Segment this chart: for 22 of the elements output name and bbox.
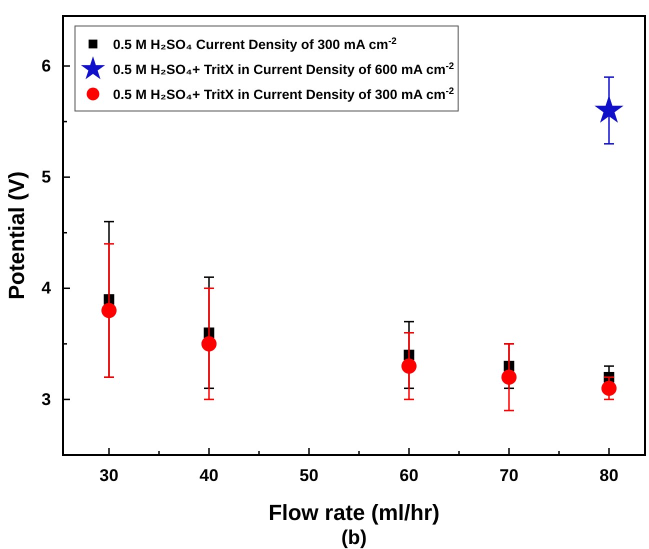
y-axis-title: Potential (V) <box>4 171 29 300</box>
y-tick-label: 6 <box>42 56 51 76</box>
x-tick-label: 40 <box>200 466 218 486</box>
legend-label: 0.5 M H₂SO₄ Current Density of 300 mA cm$^{-2}$ <box>113 36 397 52</box>
x-tick-label: 30 <box>100 466 118 486</box>
point <box>401 358 417 374</box>
x-tick-label: 80 <box>600 466 618 486</box>
x-axis-title: Flow rate (ml/hr) <box>268 500 440 525</box>
point <box>594 95 624 123</box>
y-tick-label: 5 <box>42 168 51 187</box>
legend-label: 0.5 M H₂SO₄+ TritX in Current Density of 600 mA cm$^{-2}$ <box>113 60 454 77</box>
x-tick-label: 60 <box>400 466 418 486</box>
y-tick-label: 4 <box>42 278 52 298</box>
x-tick-label: 70 <box>500 466 518 486</box>
point <box>501 370 517 385</box>
legend-label: 0.5 M H₂SO₄+ TritX in Current Density of 300 mA cm$^{-2}$ <box>113 86 454 102</box>
point <box>201 336 217 352</box>
point <box>101 302 117 318</box>
x-tick-label: 50 <box>300 466 318 486</box>
y-tick-label: 3 <box>42 390 51 409</box>
text: (b) <box>341 527 367 549</box>
point <box>601 380 617 396</box>
